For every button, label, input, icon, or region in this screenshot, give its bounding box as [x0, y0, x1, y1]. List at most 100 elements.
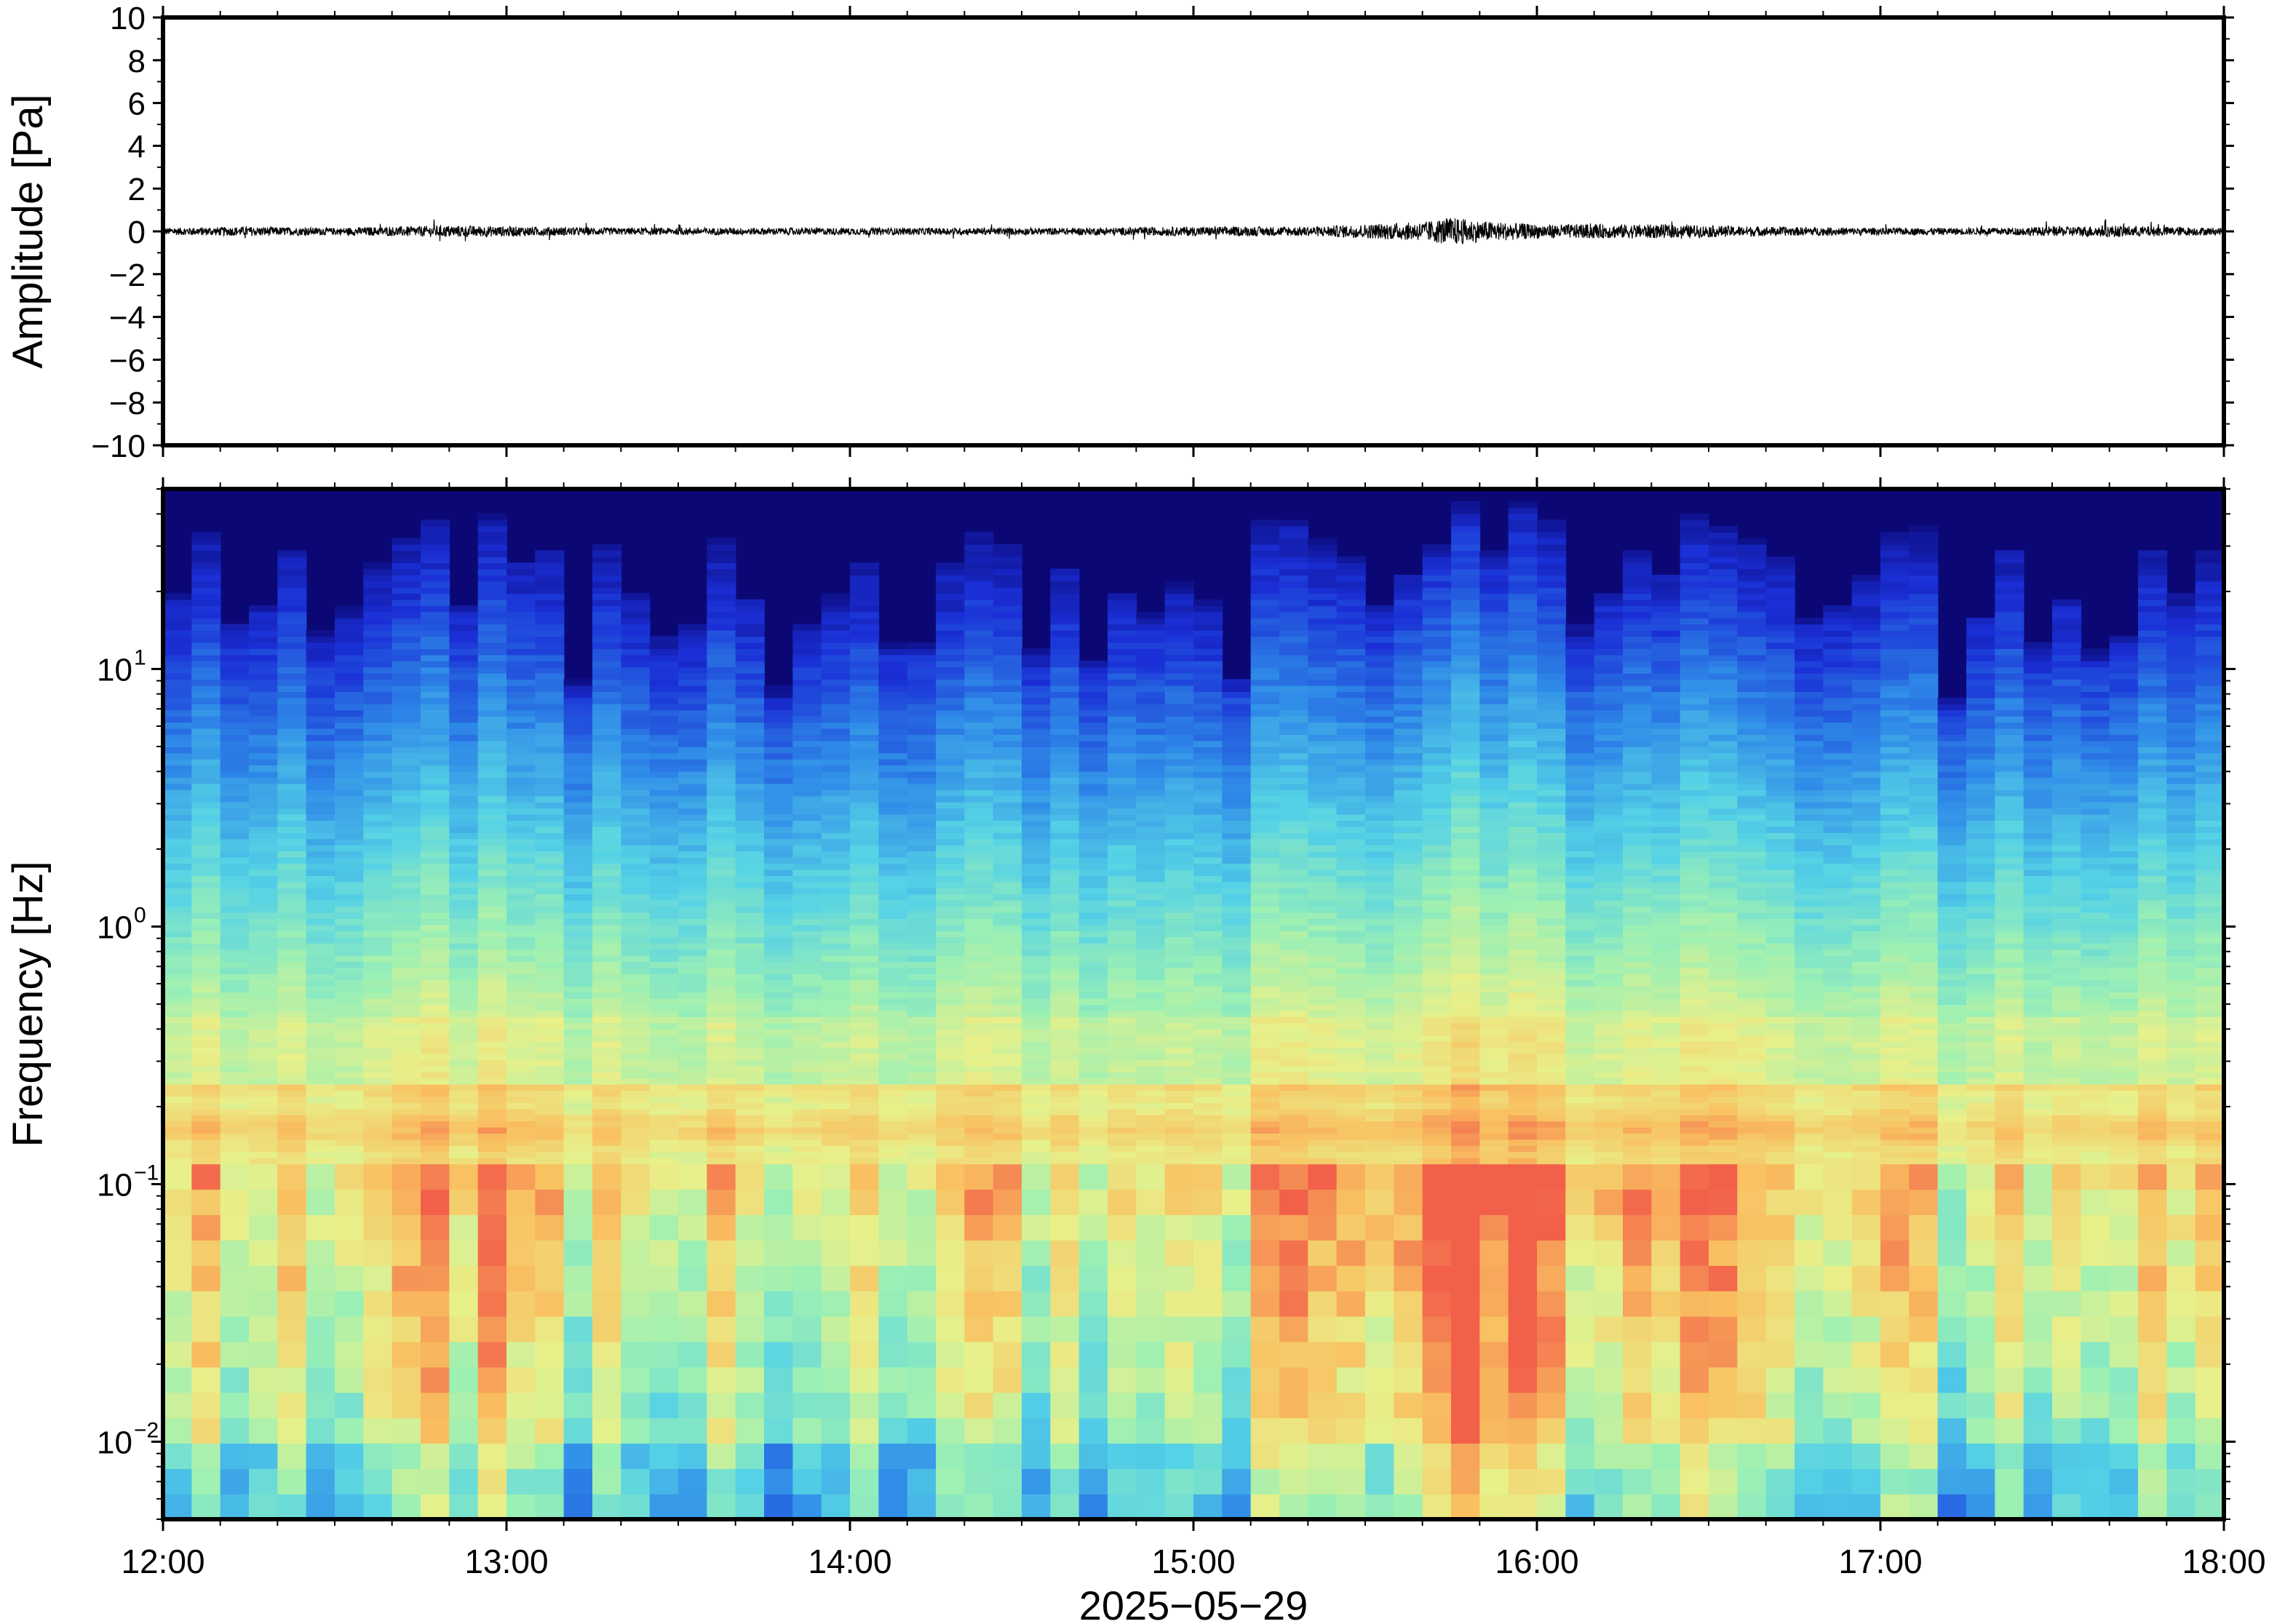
spectrogram-cell: [964, 1010, 994, 1017]
spectrogram-cell: [993, 691, 1022, 698]
spectrogram-cell: [1422, 685, 1452, 693]
spectrogram-cell: [163, 1139, 193, 1146]
spectrogram-cell: [363, 1443, 393, 1469]
spectrogram-cell: [1193, 1059, 1223, 1067]
spectrogram-cell: [764, 704, 794, 711]
spectrogram-cell: [477, 1090, 507, 1097]
spectrogram-cell: [220, 992, 250, 999]
spectrogram-cell: [1222, 789, 1252, 797]
spectrogram-cell: [649, 888, 679, 895]
spectrogram-cell: [1222, 856, 1252, 864]
spectrogram-cell: [220, 1083, 250, 1091]
spectrogram-cell: [506, 912, 536, 919]
spectrogram-cell: [821, 1065, 851, 1072]
spectrogram-cell: [1422, 998, 1452, 1005]
spectrogram-cell: [1394, 1114, 1423, 1122]
spectrogram-cell: [1193, 1028, 1223, 1036]
spectrogram-cell: [477, 1047, 507, 1054]
spectrogram-cell: [878, 1443, 908, 1469]
spectrogram-cell: [191, 832, 221, 840]
spectrogram-cell: [191, 575, 221, 582]
spectrogram-cell: [1108, 808, 1137, 815]
spectrogram-cell: [707, 832, 736, 840]
spectrogram-cell: [563, 758, 593, 766]
spectrogram-cell: [163, 820, 193, 827]
spectrogram-cell: [964, 899, 994, 907]
spectrogram-cell: [1050, 826, 1080, 833]
spectrogram-cell: [1108, 765, 1137, 772]
spectrogram-cell: [1365, 1214, 1395, 1241]
spectrogram-cell: [220, 654, 250, 661]
spectrogram-cell: [1279, 691, 1309, 698]
spectrogram-cell: [535, 1090, 565, 1097]
spectrogram-cell: [621, 1035, 651, 1042]
spectrogram-cell: [1365, 1290, 1395, 1317]
spectrogram-cell: [1250, 544, 1280, 552]
spectrogram-cell: [563, 1096, 593, 1103]
spectrogram-cell: [220, 1189, 250, 1215]
spectrogram-cell: [563, 679, 593, 686]
spectrogram-cell: [1308, 734, 1338, 741]
spectrogram-cell: [1336, 722, 1366, 729]
spectrogram-cell: [678, 1133, 708, 1140]
spectrogram-cell: [678, 722, 708, 729]
spectrogram-cell: [792, 893, 822, 901]
spectrogram-cell: [621, 912, 651, 919]
spectrogram-cell: [1250, 654, 1280, 661]
spectrogram-cell: [707, 838, 736, 845]
spectrogram-cell: [821, 838, 851, 845]
spectrogram-cell: [1078, 888, 1108, 895]
spectrogram-cell: [1279, 813, 1309, 821]
spectrogram-cell: [592, 722, 622, 729]
spectrogram-cell: [1050, 752, 1080, 760]
spectrogram-cell: [1108, 955, 1137, 962]
spectrogram-cell: [1108, 1053, 1137, 1060]
spectrogram-cell: [1279, 704, 1309, 711]
spectrogram-cell: [1022, 826, 1052, 833]
spectrogram-cell: [707, 1053, 736, 1060]
spectrogram-cell: [363, 1240, 393, 1266]
spectrogram-cell: [735, 654, 765, 661]
spectrogram-cell: [1422, 936, 1452, 944]
spectrogram-cell: [1279, 747, 1309, 754]
spectrogram-cell: [506, 1126, 536, 1134]
spectrogram-cell: [592, 1494, 622, 1520]
spectrogram-cell: [964, 863, 994, 870]
spectrogram-cell: [1193, 672, 1223, 680]
spectrogram-cell: [506, 1108, 536, 1115]
spectrogram-cell: [421, 936, 450, 944]
spectrogram-cell: [649, 813, 679, 821]
spectrogram-cell: [563, 1078, 593, 1085]
spectrogram-cell: [707, 1139, 736, 1146]
spectrogram-cell: [1336, 1040, 1366, 1048]
spectrogram-cell: [277, 1341, 307, 1368]
spectrogram-cell: [878, 734, 908, 741]
spectrogram-cell: [1394, 1022, 1423, 1030]
spectrogram-cell: [1365, 942, 1395, 950]
spectrogram-cell: [1394, 709, 1423, 717]
spectrogram-cell: [707, 771, 736, 779]
spectrogram-cell: [1422, 1494, 1452, 1520]
spectrogram-cell: [1279, 771, 1309, 779]
spectrogram-cell: [792, 851, 822, 858]
spectrogram-cell: [1422, 1341, 1452, 1368]
spectrogram-cell: [1136, 912, 1166, 919]
spectrogram-cell: [592, 931, 622, 938]
spectrogram-cell: [421, 648, 450, 656]
spectrogram-cell: [993, 912, 1022, 919]
amplitude-y-tick-label: 4: [128, 129, 146, 164]
spectrogram-cell: [1250, 1145, 1280, 1153]
spectrogram-cell: [306, 820, 335, 827]
spectrogram-cell: [764, 1126, 794, 1134]
spectrogram-cell: [1394, 1035, 1423, 1042]
spectrogram-cell: [850, 875, 880, 883]
spectrogram-cell: [563, 1047, 593, 1054]
spectrogram-cell: [306, 722, 335, 729]
spectrogram-cell: [306, 942, 335, 950]
spectrogram-cell: [1422, 1114, 1452, 1122]
spectrogram-cell: [1308, 845, 1338, 852]
spectrogram-cell: [1022, 679, 1052, 686]
spectrogram-cell: [993, 851, 1022, 858]
spectrogram-cell: [993, 1392, 1022, 1419]
spectrogram-cell: [220, 955, 250, 962]
